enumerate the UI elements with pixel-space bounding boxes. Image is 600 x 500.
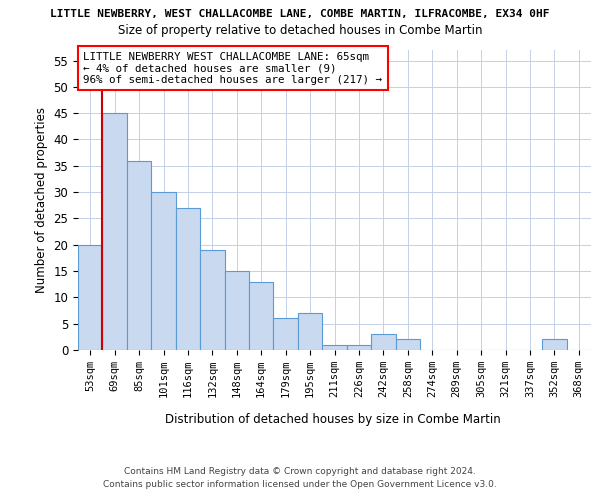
Bar [322,344,347,350]
Bar [200,250,224,350]
Bar [395,340,420,350]
Bar [274,318,298,350]
Bar [176,208,200,350]
Text: LITTLE NEWBERRY, WEST CHALLACOMBE LANE, COMBE MARTIN, ILFRACOMBE, EX34 0HF: LITTLE NEWBERRY, WEST CHALLACOMBE LANE, … [50,9,550,19]
Bar [151,192,176,350]
Bar [542,340,566,350]
Bar [224,271,249,350]
Bar [127,160,151,350]
Bar [371,334,395,350]
Bar [249,282,274,350]
Text: Contains HM Land Registry data © Crown copyright and database right 2024.: Contains HM Land Registry data © Crown c… [124,468,476,476]
Bar [347,344,371,350]
Text: LITTLE NEWBERRY WEST CHALLACOMBE LANE: 65sqm
← 4% of detached houses are smaller: LITTLE NEWBERRY WEST CHALLACOMBE LANE: 6… [83,52,382,84]
Text: Size of property relative to detached houses in Combe Martin: Size of property relative to detached ho… [118,24,482,37]
Bar [78,244,103,350]
Text: Distribution of detached houses by size in Combe Martin: Distribution of detached houses by size … [165,412,501,426]
Bar [298,313,322,350]
Y-axis label: Number of detached properties: Number of detached properties [35,107,48,293]
Bar [103,113,127,350]
Text: Contains public sector information licensed under the Open Government Licence v3: Contains public sector information licen… [103,480,497,489]
